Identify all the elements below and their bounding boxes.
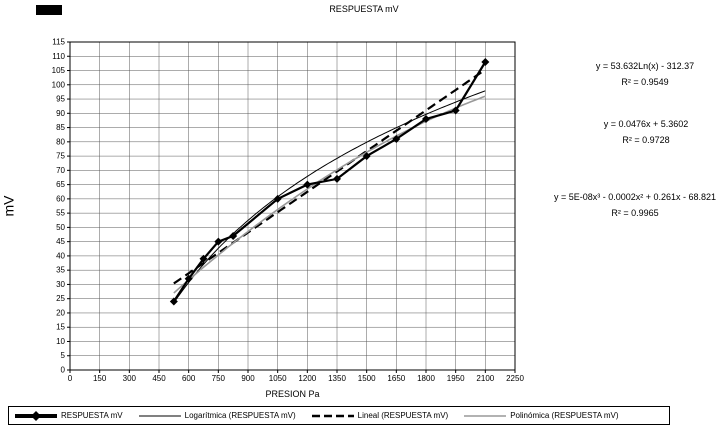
legend-item-lineal: Lineal (RESPUESTA mV): [311, 411, 449, 421]
svg-text:50: 50: [56, 223, 65, 232]
svg-text:60: 60: [56, 194, 65, 203]
svg-text:35: 35: [56, 266, 65, 275]
svg-text:115: 115: [52, 38, 65, 47]
svg-text:90: 90: [56, 109, 65, 118]
legend-item-logaritmica: Logarítmica (RESPUESTA mV): [138, 411, 296, 421]
svg-text:1200: 1200: [298, 374, 316, 383]
svg-text:900: 900: [241, 374, 255, 383]
svg-text:30: 30: [56, 280, 65, 289]
svg-text:80: 80: [56, 137, 65, 146]
log-trendline-icon: [138, 415, 181, 416]
linear-trendline-icon: [311, 414, 354, 417]
svg-text:95: 95: [56, 95, 65, 104]
trendline-annotation-log: y = 53.632Ln(x) - 312.37 R² = 0.9549: [570, 58, 720, 90]
artifact-mark: [36, 5, 62, 15]
svg-text:110: 110: [52, 52, 65, 61]
r-squared-text: R² = 0.9549: [621, 77, 669, 87]
poly-trendline-icon: [464, 414, 507, 417]
trendline-annotation-linear: y = 0.0476x + 5.3602 R² = 0.9728: [576, 116, 716, 148]
svg-text:1350: 1350: [328, 374, 346, 383]
legend-label: RESPUESTA mV: [61, 411, 123, 420]
svg-text:40: 40: [56, 251, 65, 260]
svg-text:600: 600: [182, 374, 196, 383]
svg-text:300: 300: [123, 374, 137, 383]
legend-label: Polinómica (RESPUESTA mV): [510, 411, 619, 420]
svg-text:0: 0: [61, 366, 66, 375]
svg-text:0: 0: [68, 374, 73, 383]
x-axis-label: PRESION Pa: [265, 389, 320, 399]
svg-text:10: 10: [56, 337, 65, 346]
svg-text:450: 450: [152, 374, 166, 383]
svg-text:150: 150: [93, 374, 107, 383]
svg-text:1050: 1050: [269, 374, 287, 383]
svg-text:70: 70: [56, 166, 65, 175]
svg-text:100: 100: [52, 80, 66, 89]
chart-title: RESPUESTA mV: [329, 4, 399, 14]
legend-item-respuesta-mv: RESPUESTA mV: [15, 410, 123, 421]
svg-text:75: 75: [56, 152, 65, 161]
svg-text:5: 5: [61, 351, 66, 360]
svg-text:85: 85: [56, 123, 65, 132]
svg-text:25: 25: [56, 294, 65, 303]
r-squared-text: R² = 0.9728: [622, 135, 670, 145]
svg-text:750: 750: [212, 374, 226, 383]
svg-text:1650: 1650: [387, 374, 405, 383]
equation-text: y = 53.632Ln(x) - 312.37: [595, 61, 695, 71]
series-line-diamond-icon: [15, 410, 57, 421]
svg-text:65: 65: [56, 180, 65, 189]
legend: RESPUESTA mV Logarítmica (RESPUESTA mV) …: [8, 406, 670, 425]
equation-text: y = 5E-08x³ - 0.0002x² + 0.261x - 68.821: [553, 192, 717, 202]
svg-text:1500: 1500: [358, 374, 376, 383]
svg-text:1800: 1800: [417, 374, 435, 383]
y-axis-label: mV: [0, 195, 17, 217]
svg-text:2250: 2250: [506, 374, 524, 383]
svg-text:2100: 2100: [476, 374, 494, 383]
legend-label: Logarítmica (RESPUESTA mV): [184, 411, 296, 420]
svg-text:105: 105: [52, 66, 66, 75]
r-squared-text: R² = 0.9965: [611, 208, 659, 218]
legend-item-polinomica: Polinómica (RESPUESTA mV): [464, 411, 619, 421]
legend-label: Lineal (RESPUESTA mV): [357, 411, 449, 420]
svg-text:20: 20: [56, 308, 65, 317]
svg-text:1950: 1950: [447, 374, 465, 383]
svg-text:45: 45: [56, 237, 65, 246]
equation-text: y = 0.0476x + 5.3602: [603, 119, 689, 129]
trendline-annotation-poly: y = 5E-08x³ - 0.0002x² + 0.261x - 68.821…: [545, 189, 725, 221]
svg-text:15: 15: [56, 323, 65, 332]
svg-text:55: 55: [56, 209, 65, 218]
